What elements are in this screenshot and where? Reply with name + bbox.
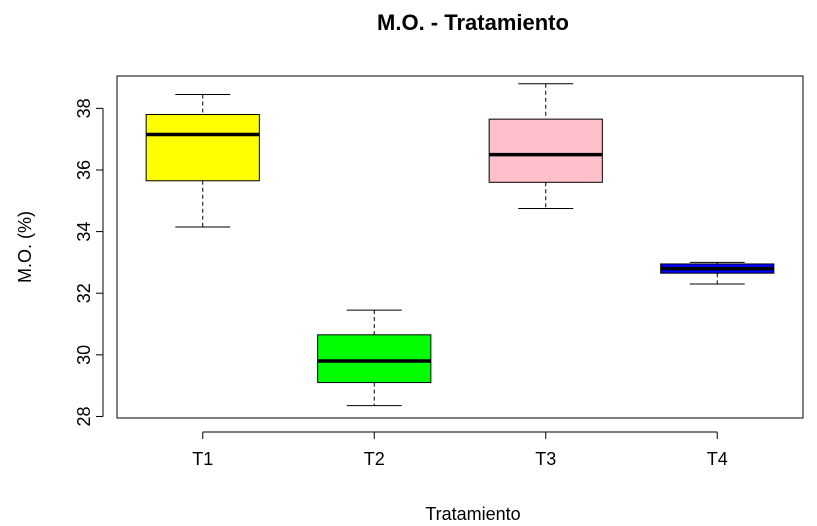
y-tick-label-30: 30 (74, 345, 94, 365)
chart-marks: 28 30 32 34 36 38 T1 T2 T3 T4 (74, 83, 775, 469)
y-tick-label-36: 36 (74, 160, 94, 180)
x-tick-label-T4: T4 (707, 449, 728, 469)
y-tick-label-38: 38 (74, 98, 94, 118)
y-tick-label-28: 28 (74, 406, 94, 426)
plot-frame (116, 75, 804, 419)
x-axis-label: Tratamiento (425, 504, 520, 524)
x-tick-label-T2: T2 (364, 449, 385, 469)
y-tick-label-32: 32 (74, 283, 94, 303)
x-tick-label-T1: T1 (192, 449, 213, 469)
x-tick-label-T3: T3 (535, 449, 556, 469)
box-t2 (317, 334, 432, 384)
box-t3 (488, 118, 603, 183)
box-t1 (145, 114, 260, 182)
chart-title: M.O. - Tratamiento (377, 10, 569, 35)
y-tick-label-34: 34 (74, 222, 94, 242)
y-axis-label: M.O. (%) (15, 211, 35, 283)
